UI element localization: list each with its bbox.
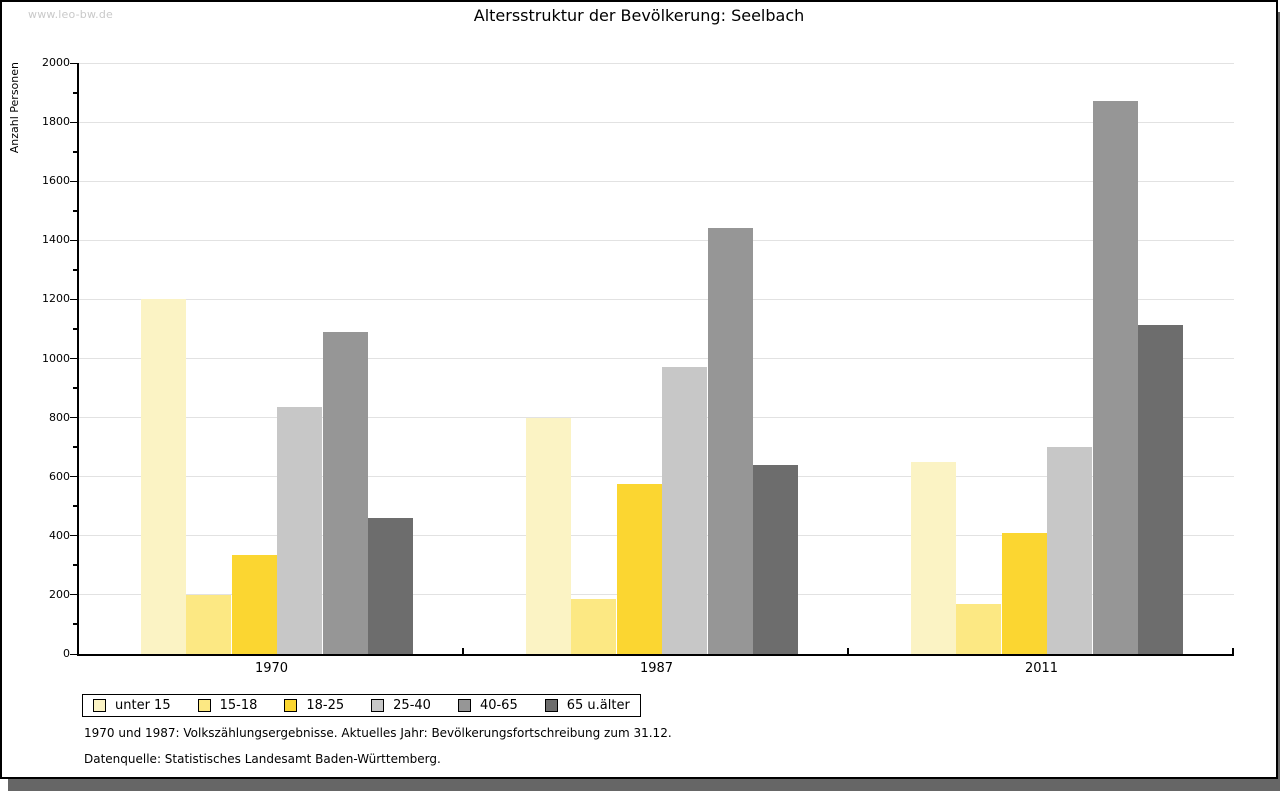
bar bbox=[571, 599, 617, 654]
y-major-tick bbox=[70, 121, 77, 123]
y-tick-label: 2000 bbox=[42, 56, 70, 69]
legend-item: 40-65 bbox=[457, 698, 518, 713]
y-major-tick bbox=[70, 180, 77, 182]
legend-label: 65 u.älter bbox=[566, 698, 630, 713]
legend-swatch bbox=[197, 699, 211, 712]
footnote-2: Datenquelle: Statistisches Landesamt Bad… bbox=[84, 752, 441, 766]
y-major-tick bbox=[70, 535, 77, 537]
bar bbox=[616, 484, 662, 654]
bar bbox=[368, 518, 413, 654]
y-major-tick bbox=[70, 239, 77, 241]
bar bbox=[753, 464, 798, 654]
legend-item: 15-18 bbox=[197, 698, 258, 713]
legend-item: 18-25 bbox=[284, 698, 344, 713]
bar bbox=[1001, 532, 1047, 654]
gridline bbox=[79, 417, 1234, 419]
bar bbox=[662, 367, 708, 654]
y-tick-label: 0 bbox=[63, 647, 70, 660]
bar bbox=[141, 299, 186, 654]
y-tick-label: 1200 bbox=[42, 292, 70, 306]
y-major-tick bbox=[70, 417, 77, 419]
y-minor-tick bbox=[73, 505, 77, 508]
y-minor-tick bbox=[73, 446, 77, 449]
legend-label: unter 15 bbox=[115, 698, 171, 713]
gridline bbox=[79, 121, 1234, 123]
y-minor-tick bbox=[73, 91, 77, 94]
chart-title: Altersstruktur der Bevölkerung: Seelbach bbox=[473, 6, 805, 25]
gridline bbox=[79, 180, 1234, 182]
x-axis-label: 1987 bbox=[639, 661, 674, 676]
bar bbox=[1092, 101, 1138, 654]
y-tick-label: 200 bbox=[49, 587, 70, 601]
bar bbox=[277, 407, 323, 654]
x-axis-label: 1970 bbox=[254, 661, 289, 676]
bar bbox=[956, 603, 1002, 654]
y-axis-title: Anzahl Personen bbox=[8, 62, 21, 154]
legend-item: unter 15 bbox=[93, 698, 171, 713]
y-minor-tick bbox=[73, 387, 77, 390]
x-axis-label: 2011 bbox=[1024, 661, 1059, 676]
x-tick bbox=[462, 648, 464, 654]
legend-label: 15-18 bbox=[219, 698, 258, 713]
legend-swatch bbox=[93, 699, 106, 712]
bar bbox=[911, 461, 956, 654]
x-tick bbox=[847, 648, 849, 654]
bar bbox=[526, 417, 571, 654]
y-tick-label: 1000 bbox=[42, 351, 70, 365]
bar bbox=[1047, 447, 1093, 654]
y-tick-label: 800 bbox=[49, 410, 70, 424]
gridline bbox=[79, 298, 1234, 300]
gridline bbox=[79, 62, 1234, 64]
bar bbox=[1138, 324, 1183, 654]
y-major-tick bbox=[70, 476, 77, 478]
legend-swatch bbox=[371, 699, 385, 712]
bar-group: 2011 bbox=[849, 63, 1234, 676]
y-minor-tick bbox=[73, 209, 77, 212]
bar-group: 1970 bbox=[79, 63, 464, 676]
gridline bbox=[79, 358, 1234, 359]
legend-label: 40-65 bbox=[479, 698, 518, 713]
y-major-tick bbox=[70, 62, 77, 64]
legend-swatch bbox=[284, 699, 298, 712]
legend: unter 15 15-18 18-25 25-40 40-65 65 u.älter bbox=[82, 694, 641, 717]
legend-item: 25-40 bbox=[371, 698, 431, 713]
legend-label: 25-40 bbox=[393, 698, 431, 713]
y-tick-label: 1400 bbox=[42, 233, 70, 247]
bar bbox=[186, 594, 232, 654]
bar bbox=[322, 331, 368, 654]
y-minor-tick bbox=[73, 150, 77, 153]
gridline bbox=[79, 476, 1234, 478]
plot-area: 0 200 400 600 800 1000 1200 1400 1600 1800 2000 197… bbox=[42, 57, 1234, 676]
legend-item: 65 u.älter bbox=[544, 698, 630, 713]
watermark: www.leo-bw.de bbox=[28, 8, 114, 21]
y-major-tick bbox=[70, 358, 77, 359]
bar bbox=[707, 228, 753, 654]
y-tick-label: 600 bbox=[49, 469, 70, 483]
footnote-1: 1970 und 1987: Volkszählungsergebnisse. … bbox=[84, 726, 672, 740]
legend-swatch bbox=[544, 699, 558, 712]
y-major-tick bbox=[70, 594, 77, 596]
y-minor-tick bbox=[73, 564, 77, 567]
y-minor-tick bbox=[73, 623, 77, 626]
bar bbox=[231, 555, 277, 654]
y-tick-label: 1600 bbox=[42, 174, 70, 188]
y-minor-tick bbox=[73, 268, 77, 271]
bar-group: 1987 bbox=[464, 63, 849, 676]
x-tick bbox=[1232, 648, 1234, 654]
legend-label: 18-25 bbox=[306, 698, 345, 713]
y-tick-label: 1800 bbox=[42, 115, 70, 129]
legend-swatch bbox=[457, 699, 471, 712]
gridline bbox=[79, 239, 1234, 241]
y-major-tick bbox=[70, 298, 77, 300]
y-major-tick bbox=[70, 653, 77, 655]
y-tick-label: 400 bbox=[49, 528, 70, 542]
y-minor-tick bbox=[73, 327, 77, 330]
